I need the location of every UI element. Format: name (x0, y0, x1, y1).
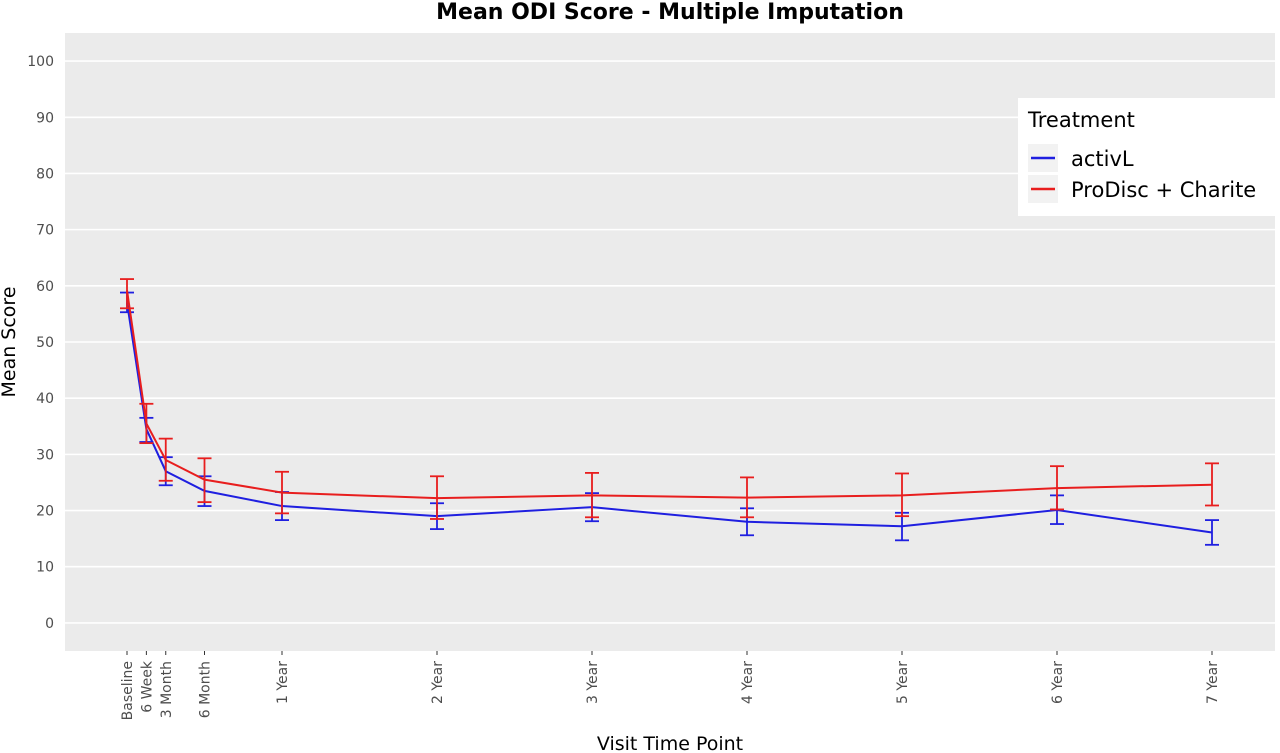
chart-title: Mean ODI Score - Multiple Imputation (436, 0, 904, 25)
y-tick-label: 90 (36, 110, 54, 126)
error-bar (430, 475, 444, 520)
error-bar (275, 470, 289, 515)
error-bar (197, 457, 212, 504)
error-bar (1205, 462, 1219, 507)
legend-title: Treatment (1027, 108, 1135, 132)
error-bar (740, 476, 754, 519)
x-tick-label: 3 Year (585, 661, 601, 704)
x-tick-label: 6 Year (1050, 661, 1066, 704)
legend-box (1018, 98, 1280, 216)
error-bar (158, 437, 173, 482)
legend-label-activl: activL (1071, 147, 1134, 171)
y-tick-label: 20 (36, 504, 54, 520)
series-layer (120, 278, 1219, 546)
y-tick-label: 30 (36, 447, 54, 463)
x-axis-ticks: Baseline 6 Week 3 Month 6 Month 1 Year 2 Year… (120, 651, 1221, 720)
legend: Treatment activL ProDisc + Charite (1018, 98, 1280, 216)
x-tick-label: 2 Year (430, 661, 446, 704)
legend-label-prodisc-charite: ProDisc + Charite (1071, 178, 1256, 202)
y-axis-label: Mean Score (0, 286, 20, 397)
y-tick-label: 80 (36, 166, 54, 182)
error-bar (895, 472, 909, 518)
x-tick-label: 5 Year (895, 661, 911, 704)
y-tick-label: 60 (36, 279, 54, 295)
x-tick-label: 4 Year (740, 661, 756, 704)
error-bar (585, 472, 599, 519)
y-tick-label: 40 (36, 391, 54, 407)
x-tick-label: 1 Year (275, 661, 291, 704)
y-axis-ticks: 0 10 20 30 40 50 60 70 80 90 100 (27, 54, 54, 632)
x-tick-label: Baseline (120, 661, 136, 720)
x-axis-label: Visit Time Point (597, 733, 743, 753)
error-bar (1050, 465, 1064, 511)
x-tick-label: 3 Month (159, 661, 175, 718)
y-tick-label: 70 (36, 223, 54, 239)
x-tick-label: 6 Week (139, 660, 155, 713)
y-tick-label: 10 (36, 560, 54, 576)
error-bar (120, 278, 134, 310)
error-bar (139, 402, 154, 445)
y-tick-label: 100 (27, 54, 54, 70)
x-tick-label: 7 Year (1205, 661, 1221, 704)
x-tick-label: 6 Month (198, 661, 214, 718)
y-tick-label: 50 (36, 335, 54, 351)
series-1 (120, 278, 1219, 520)
error-bar (1205, 519, 1219, 546)
y-tick-label: 0 (45, 616, 54, 632)
